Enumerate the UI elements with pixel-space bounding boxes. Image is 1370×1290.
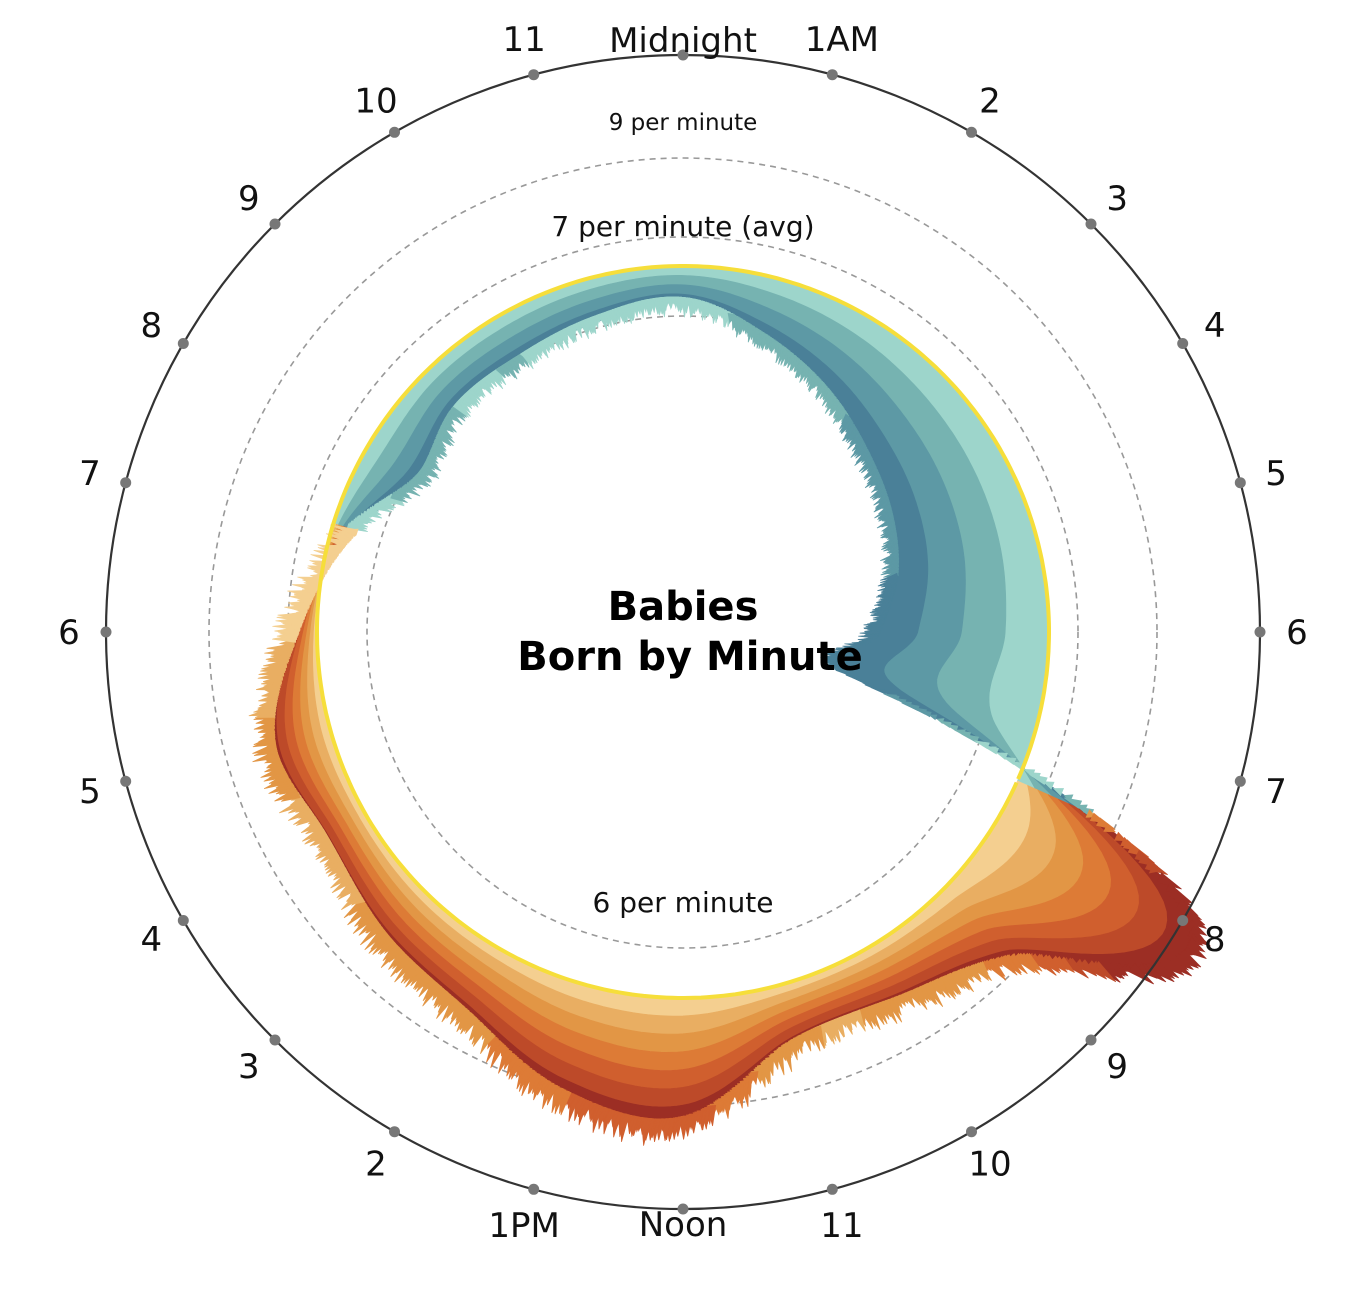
night-spike (918, 710, 932, 718)
hour-label: 1PM (488, 1206, 559, 1246)
hour-label: 5 (1265, 454, 1287, 494)
day-spike (348, 528, 359, 536)
hour-label: Noon (639, 1205, 728, 1245)
hour-dot (677, 49, 689, 61)
hour-dot (177, 338, 189, 349)
hour-dot (966, 1126, 977, 1138)
hour-dot (120, 775, 132, 787)
ring-labels: 9 per minute 7 per minute (avg) 6 per mi… (551, 110, 814, 919)
hour-label: 3 (1106, 179, 1128, 219)
hour-label: 11 (820, 1206, 863, 1246)
hour-dot (269, 218, 281, 230)
hour-label: 9 (238, 179, 260, 219)
hour-dot (269, 1034, 281, 1046)
hour-label: 4 (1204, 306, 1226, 346)
day-spike (1049, 955, 1068, 973)
hour-label: 7 (79, 454, 101, 494)
title-line-2: Born by Minute (517, 634, 862, 680)
average-line (315, 264, 1051, 1000)
hour-dot (100, 626, 112, 638)
hour-label: 10 (354, 81, 397, 121)
hour-label: 4 (140, 920, 162, 960)
hour-label: 11 (502, 20, 545, 60)
hour-label: 3 (238, 1047, 260, 1087)
night-spike (1064, 797, 1083, 809)
hour-label: 2 (979, 81, 1001, 121)
hour-dot (826, 1183, 838, 1195)
ring-label-7: 7 per minute (avg) (551, 210, 814, 243)
chart-title: Babies Born by Minute (517, 584, 862, 680)
ring-label-9: 9 per minute (609, 110, 758, 136)
minute-spikes (248, 296, 1211, 1146)
hour-label: 1AM (805, 20, 879, 60)
hour-dot (120, 477, 132, 489)
night-spike (946, 724, 959, 732)
hour-dot (528, 69, 540, 81)
night-spike (981, 744, 999, 755)
hour-label: 5 (79, 772, 101, 812)
hour-dot (966, 126, 977, 138)
hour-dot (177, 915, 189, 926)
night-spike (1042, 781, 1055, 790)
title-line-1: Babies (608, 584, 759, 630)
hour-dot (389, 1126, 400, 1138)
night-spike (877, 689, 887, 695)
hour-dot (528, 1183, 540, 1195)
hour-dot (1234, 775, 1246, 787)
day-spike (1114, 831, 1127, 842)
average-ring-line (315, 264, 1051, 1000)
hour-dot (1254, 626, 1266, 638)
hour-dot (677, 1203, 689, 1215)
hour-label: 10 (968, 1145, 1011, 1185)
night-spike (873, 499, 891, 513)
hour-dot (1177, 915, 1189, 926)
day-spike (1148, 863, 1158, 874)
reference-ring-9 (208, 157, 1158, 1107)
hour-label: 6 (58, 613, 80, 653)
night-spike (1052, 788, 1065, 797)
hour-label: 7 (1265, 772, 1287, 812)
hour-label: Midnight (609, 21, 757, 61)
hour-dot (1177, 338, 1189, 349)
hour-label: 2 (365, 1145, 387, 1185)
ring-label-6: 6 per minute (593, 886, 774, 919)
hour-dot (389, 126, 400, 138)
hour-label: 8 (1204, 920, 1226, 960)
night-spike (1029, 774, 1048, 786)
night-spike (928, 714, 938, 721)
day-spike (1103, 822, 1117, 833)
hour-labels: Midnight 1AM 2 3 4 5 6 7 8 9 10 11 Noon 1PM 2 3 4 5 6 7 8 9 10… (58, 20, 1308, 1246)
hour-label: 6 (1286, 613, 1308, 653)
hour-label: 9 (1106, 1047, 1128, 1087)
hour-label: 8 (140, 306, 162, 346)
day-spike (1127, 962, 1154, 985)
hour-dot (1234, 477, 1246, 489)
hour-dot (1085, 218, 1097, 230)
hour-dot (826, 69, 838, 81)
night-spike (961, 733, 980, 744)
hour-dot (1085, 1034, 1097, 1046)
